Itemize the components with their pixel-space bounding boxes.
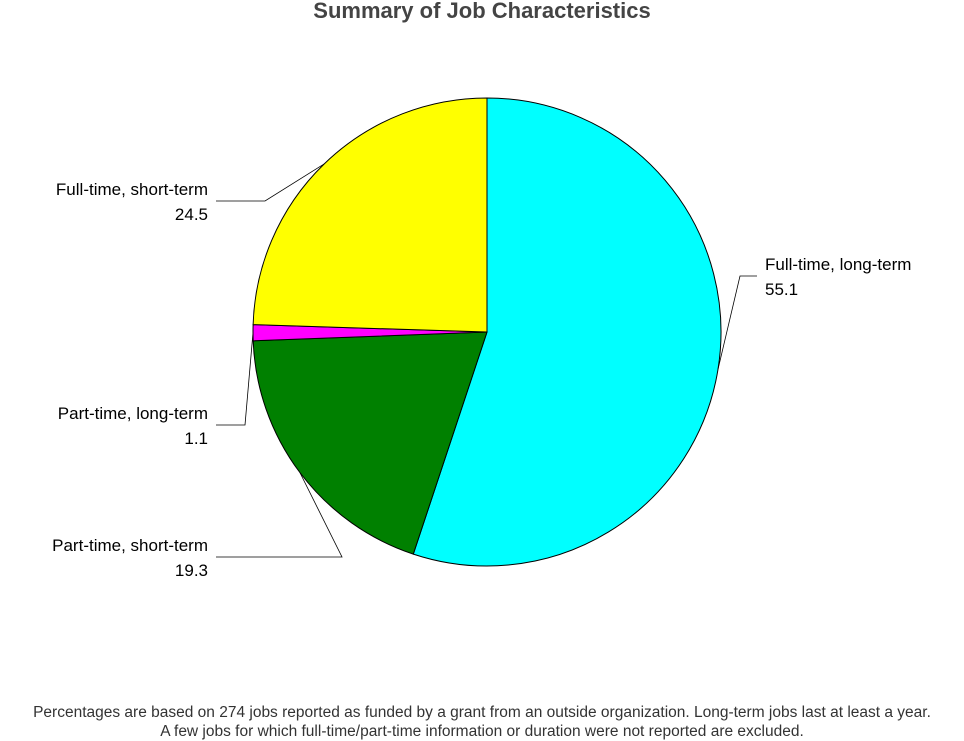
footnote: Percentages are based on 274 jobs report…	[0, 703, 964, 741]
pie-slices	[252, 97, 722, 567]
leader-part-time-short-term	[216, 472, 343, 558]
slice-full-time-short-term	[252, 97, 488, 333]
pie-chart: Full-time, long-term 55.1 Part-time, short…	[52, 97, 911, 580]
slice-label-part-time-short-term: Part-time, short-term	[52, 536, 208, 555]
leader-part-time-long-term	[216, 332, 254, 426]
slice-label-part-time-long-term: Part-time, long-term	[58, 404, 208, 423]
slice-value-full-time-short-term: 24.5	[175, 205, 208, 224]
leader-full-time-long-term	[717, 275, 757, 370]
slice-value-part-time-long-term: 1.1	[184, 429, 208, 448]
slice-value-full-time-long-term: 55.1	[765, 280, 798, 299]
slice-labels: Full-time, long-term 55.1 Part-time, short…	[52, 180, 911, 580]
chart-title: Summary of Job Characteristics	[313, 0, 651, 23]
slice-label-full-time-long-term: Full-time, long-term	[765, 255, 911, 274]
slice-full-time-long-term	[412, 97, 722, 567]
footnote-line-1: Percentages are based on 274 jobs report…	[33, 704, 931, 721]
slice-part-time-short-term	[252, 331, 488, 555]
leader-full-time-short-term	[216, 163, 325, 202]
slice-value-part-time-short-term: 19.3	[175, 561, 208, 580]
leader-lines	[216, 163, 757, 558]
slice-label-full-time-short-term: Full-time, short-term	[56, 180, 208, 199]
footnote-line-2: A few jobs for which full-time/part-time…	[160, 723, 804, 740]
